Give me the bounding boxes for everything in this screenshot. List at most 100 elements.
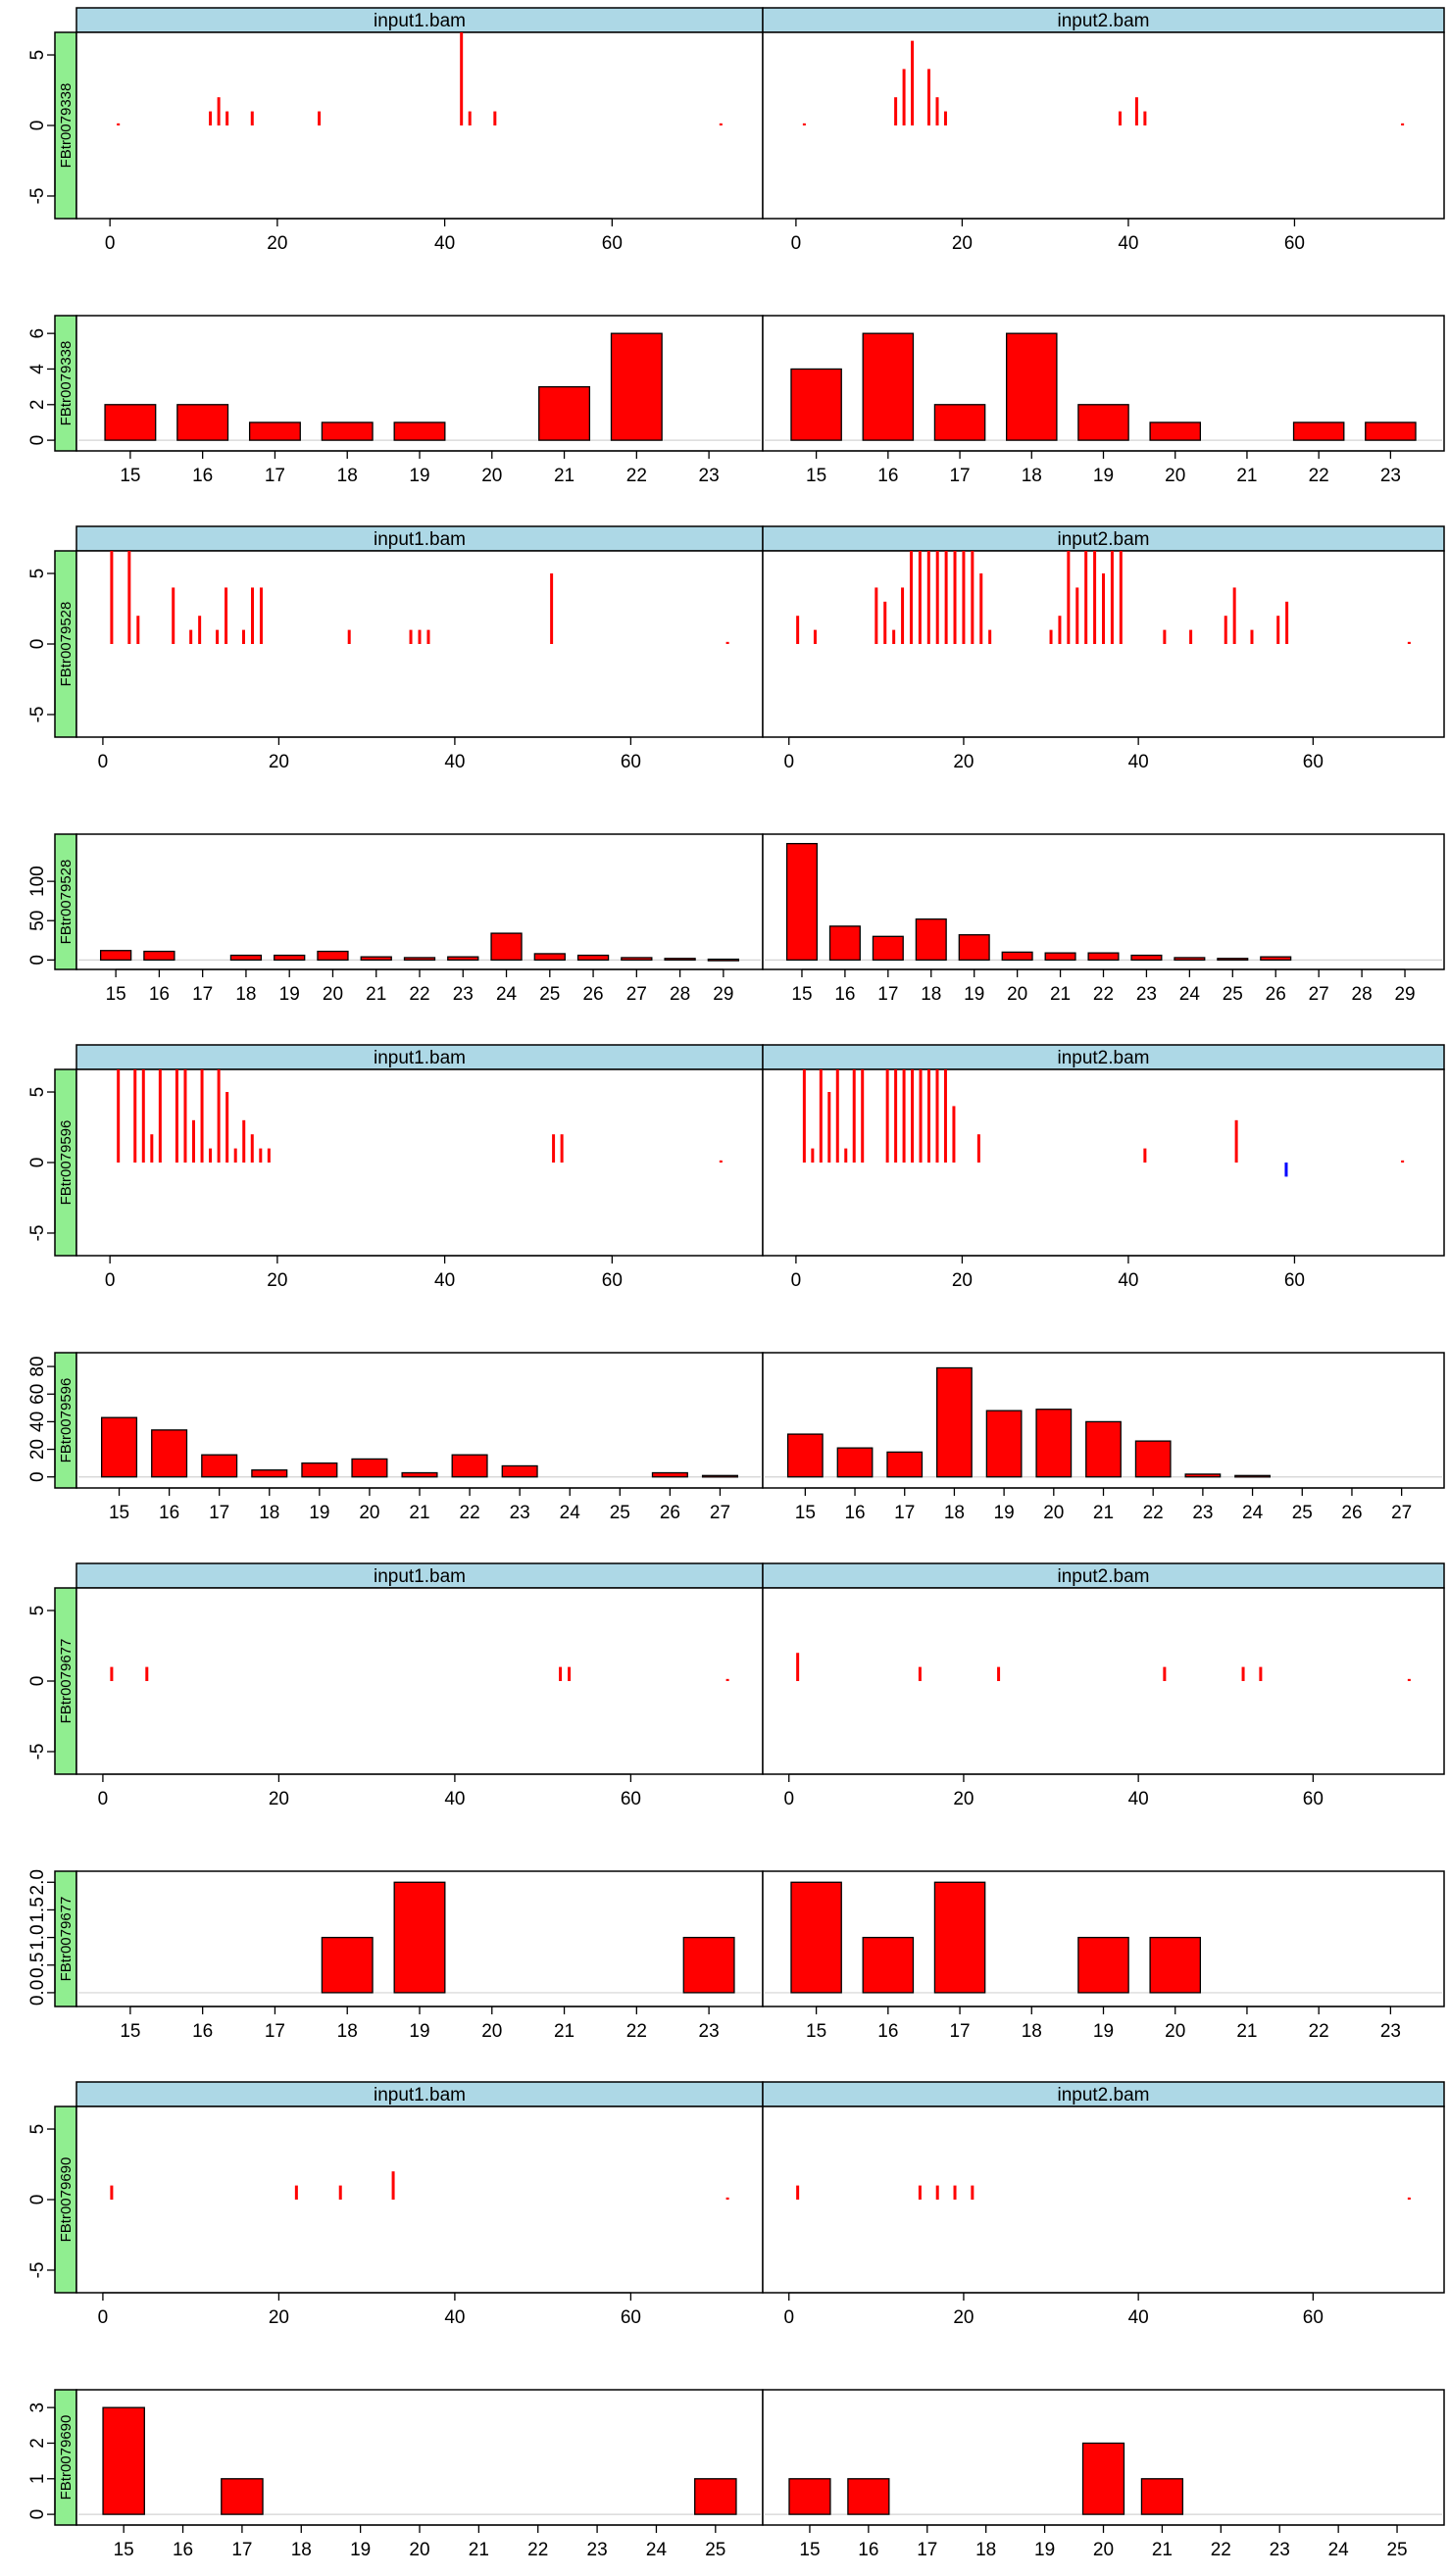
length-row-4-row-label: FBtr0079677 [58,1897,75,1982]
x-tick-label: 15 [806,2021,826,2042]
x-tick-label: 18 [291,2540,312,2560]
length-bar [621,957,653,962]
x-tick-label: 19 [409,466,429,486]
length-bar [651,1471,688,1478]
x-tick-label: 0 [791,1270,802,1291]
x-tick-label: 24 [560,1503,581,1523]
signal-row-5-panel-2 [762,2105,1445,2294]
signal-row-1-y-tick-label: 5 [27,50,48,61]
length-bar [828,925,861,962]
signal-row-4-row-label: FBtr0079677 [58,1639,75,1724]
length-bar [1077,404,1129,441]
x-tick-label: 23 [699,2021,720,2042]
length-row-1-y-tick-label: 6 [27,328,48,339]
sample-strip-label: input2.bam [1057,1048,1149,1068]
x-tick-label: 20 [953,752,974,772]
x-tick-label: 18 [1022,466,1042,486]
signal-row-2-y-tick-label: -5 [27,707,48,723]
x-tick-label: 21 [469,2540,489,2560]
sample-strip-label: input2.bam [1057,11,1149,31]
sample-strip-label: input1.bam [374,1048,466,1068]
signal-row-2-row-label: FBtr0079528 [58,602,75,687]
x-tick-label: 16 [877,2021,898,2042]
length-bar [886,1451,924,1478]
signal-row-2-y-tick-label: 5 [27,569,48,579]
length-bar [836,1447,874,1478]
length-row-5-row-label: FBtr0079690 [58,2415,75,2501]
length-bar [788,2478,831,2515]
length-bar [933,1881,986,1994]
signal-row-3-y-tick-label: 5 [27,1087,48,1098]
x-tick-label: 40 [1128,1789,1149,1809]
sample-strip-2 [762,1044,1445,1070]
x-tick-label: 15 [120,2021,140,2042]
length-bar [1035,1409,1073,1478]
length-bar [1087,952,1120,962]
x-tick-label: 18 [921,984,941,1005]
x-tick-label: 0 [105,233,116,254]
x-tick-label: 19 [1093,466,1114,486]
x-tick-label: 15 [106,984,126,1005]
signal-row-3-row-label: FBtr0079596 [58,1120,75,1206]
x-tick-label: 20 [952,1270,973,1291]
length-row-3-row-label: FBtr0079596 [58,1378,75,1463]
x-tick-label: 21 [1152,2540,1173,2560]
signal-row-3-y-tick-label: -5 [27,1225,48,1242]
length-bar [1217,958,1249,962]
x-tick-label: 16 [834,984,855,1005]
x-tick-label: 26 [582,984,603,1005]
length-bar [403,957,436,962]
length-row-2-panel-2 [762,833,1445,970]
length-bar [229,954,263,962]
x-tick-label: 22 [626,466,647,486]
signal-row-5-row-label: FBtr0079690 [58,2157,75,2243]
x-tick-label: 0 [98,1789,109,1809]
length-bar [176,404,229,441]
signal-row-1-row-label: FBtr0079338 [58,83,75,169]
x-tick-label: 23 [510,1503,530,1523]
sample-strip-label: input2.bam [1057,2085,1149,2105]
x-tick-label: 40 [434,1270,455,1291]
x-tick-label: 60 [602,1270,623,1291]
x-tick-label: 29 [1394,984,1415,1005]
length-bar [317,950,349,962]
sample-strip-2 [762,2081,1445,2107]
length-bar [351,1458,388,1478]
x-tick-label: 24 [1328,2540,1350,2560]
length-bar [251,1469,288,1478]
signal-row-4-panel-2 [762,1587,1445,1775]
x-tick-label: 22 [626,2021,647,2042]
length-row-4-y-tick-label: 2.0 [27,1869,48,1895]
x-tick-label: 16 [149,984,170,1005]
length-row-5-y-tick-label: 2 [27,2438,48,2449]
x-tick-label: 22 [1211,2540,1231,2560]
length-row-3-y-tick-label: 20 [27,1439,48,1460]
signal-row-4-panel-1 [75,1587,764,1775]
signal-row-3-panel-1 [75,1068,764,1257]
x-tick-label: 24 [496,984,518,1005]
x-tick-label: 17 [917,2540,937,2560]
sample-strip-1 [75,2081,764,2107]
sample-strip-label: input1.bam [374,2085,466,2105]
sample-strip-2 [762,1562,1445,1589]
x-tick-label: 19 [350,2540,371,2560]
length-bar [1260,956,1292,962]
x-tick-label: 24 [646,2540,668,2560]
x-tick-label: 20 [481,2021,502,2042]
length-bar [102,2406,145,2515]
x-tick-label: 25 [610,1503,630,1523]
x-tick-label: 15 [795,1503,816,1523]
x-tick-label: 0 [783,1789,794,1809]
length-bar [790,368,842,441]
x-tick-label: 15 [109,1503,129,1523]
x-tick-label: 17 [894,1503,915,1523]
x-tick-label: 60 [1303,752,1324,772]
length-bar [1234,1474,1271,1478]
length-row-5-panel-1 [75,2389,764,2526]
length-bar [451,1454,488,1478]
length-bar [862,1936,915,1994]
x-tick-label: 0 [783,752,794,772]
x-tick-label: 27 [1391,1503,1412,1523]
length-bar [936,1366,973,1478]
